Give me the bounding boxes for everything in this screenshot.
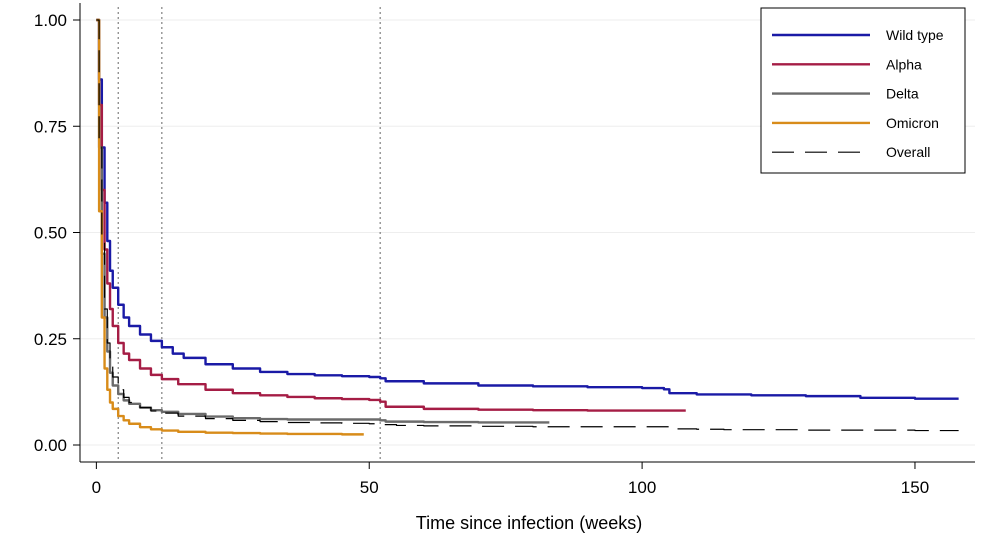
series-line-wild-type: [96, 18, 959, 400]
y-tick-label-1: 0.25: [34, 330, 67, 349]
reference-lines: [117, 7, 381, 462]
legend-items: Wild type Alpha Delta Omicron Overall: [772, 27, 944, 160]
legend-label-overall: Overall: [886, 144, 930, 160]
x-axis-title: Time since infection (weeks): [416, 513, 642, 533]
x-tick-label-3: 150: [901, 478, 929, 497]
y-tick-label-2: 0.50: [34, 224, 67, 243]
y-ticks: 0.00 0.25 0.50 0.75 1.00: [34, 11, 80, 455]
series-line-omicron: [96, 18, 364, 436]
legend: Wild type Alpha Delta Omicron Overall: [760, 7, 966, 174]
y-tick-label-3: 0.75: [34, 117, 67, 136]
series-lines: [96, 18, 959, 436]
grid-lines: [80, 19, 975, 446]
y-tick-label-0: 0.00: [34, 436, 67, 455]
x-tick-label-1: 50: [360, 478, 379, 497]
y-tick-label-4: 1.00: [34, 11, 67, 30]
series-line-overall: [96, 19, 959, 432]
legend-label-alpha: Alpha: [886, 56, 922, 72]
legend-label-delta: Delta: [886, 86, 919, 102]
x-tick-label-0: 0: [92, 478, 101, 497]
x-ticks: 0 50 100 150: [92, 462, 929, 497]
legend-label-wild-type: Wild type: [886, 27, 944, 43]
series-line-alpha: [96, 18, 686, 412]
x-tick-label-2: 100: [628, 478, 656, 497]
legend-label-omicron: Omicron: [886, 115, 939, 131]
